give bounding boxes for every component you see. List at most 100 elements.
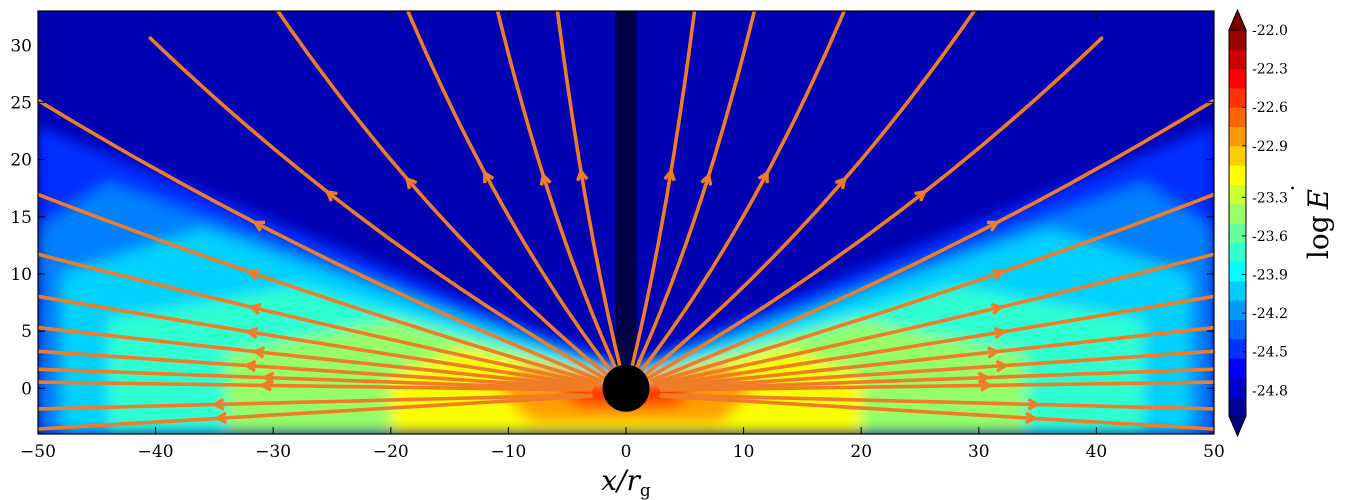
colorbar-tick-label: -22.0 (1252, 23, 1288, 39)
colorbar-level (1229, 223, 1246, 243)
streamline-arrow (244, 359, 257, 373)
streamline-arrow (215, 411, 228, 425)
black-hole (602, 364, 650, 412)
streamline-arrow (1024, 411, 1037, 425)
svg-text:logE: log E (1302, 189, 1335, 259)
streamline-arrow (576, 169, 589, 182)
streamline-arrow (986, 346, 999, 359)
streamline (38, 380, 593, 392)
overlays (602, 364, 650, 412)
colorbar-title-prefix: log (1302, 215, 1335, 259)
streamline (38, 192, 599, 385)
streamline (38, 325, 594, 389)
x-tick-label: −10 (490, 442, 526, 462)
x-tick-label: 10 (733, 442, 755, 462)
colorbar-level (1229, 358, 1246, 378)
colorbar-tick-label: -24.8 (1252, 383, 1288, 399)
colorbar-level (1229, 165, 1246, 185)
colorbar-title: log E ˙ (1288, 182, 1335, 259)
streamline-arrow (990, 302, 1003, 316)
colorbar-tick-label: -23.9 (1252, 267, 1288, 283)
streamline (38, 98, 603, 383)
colorbar-tick-label: -22.3 (1252, 62, 1288, 78)
streamline-arrow (979, 379, 992, 392)
streamline (38, 252, 597, 386)
streamline (38, 294, 595, 388)
x-axis: −50 −40 −30 −20 −10 0 10 20 30 40 50 (20, 11, 1225, 462)
streamline-arrow (977, 371, 989, 385)
jet-axis-strip (615, 11, 637, 366)
colorbar-level (1229, 107, 1246, 127)
x-tick-label: −20 (373, 442, 409, 462)
streamline-arrow (539, 173, 552, 186)
colorbar-level (1229, 338, 1246, 359)
colorbar-level (1229, 300, 1246, 320)
x-tick-label: −30 (255, 442, 291, 462)
streamline-arrow (914, 190, 927, 202)
colorbar-level (1229, 126, 1246, 147)
streamline-arrow (993, 326, 1006, 340)
streamline (659, 393, 1214, 411)
streamline (405, 11, 617, 379)
x-axis-title: x/rg (601, 464, 651, 500)
colorbar: -22.0 -22.3 -22.6 -22.9 -23.3 -23.6 -23.9 -24.2… (1228, 8, 1288, 438)
streamline-arrow (249, 302, 262, 316)
streamline-arrow (700, 173, 713, 186)
colorbar-title-symbol: E (1302, 189, 1335, 210)
streamline (659, 367, 1214, 392)
colorbar-level (1229, 68, 1246, 89)
y-tick-label: 25 (10, 93, 32, 113)
x-tick-label: 50 (1203, 442, 1225, 462)
x-tick-label: 0 (621, 442, 632, 462)
streamline (38, 349, 593, 391)
streamline-arrow (263, 371, 275, 385)
streamline (38, 367, 593, 392)
colorbar-frame (1228, 29, 1247, 417)
streamline (659, 394, 1214, 431)
svg-text:x/rg: x/rg (601, 464, 651, 500)
streamline-arrow (405, 177, 418, 190)
colorbar-tick-label: -24.2 (1252, 306, 1288, 322)
colorbar-level (1229, 145, 1246, 166)
streamline-arrow (757, 171, 769, 184)
streamline-arrow (663, 169, 676, 182)
streamline (644, 36, 1104, 381)
streamline (649, 98, 1214, 383)
streamline (148, 36, 608, 381)
colorbar-tick-label: -23.6 (1252, 229, 1288, 245)
colorbar-level (1229, 49, 1246, 70)
colorbar-level (1229, 184, 1246, 205)
streamline (627, 11, 697, 378)
streamline-arrow (1027, 397, 1039, 411)
x-axis-title-sub: g (640, 481, 651, 500)
streamline (659, 380, 1214, 392)
streamline (658, 325, 1214, 389)
y-tick-label: 20 (10, 151, 32, 171)
streamline-arrow (260, 379, 273, 392)
streamline (635, 11, 847, 379)
streamline (38, 393, 593, 411)
streamline (555, 11, 625, 378)
streamline (38, 394, 593, 431)
streamline-arrow (992, 268, 1004, 281)
streamline (653, 192, 1214, 385)
streamline-arrow (248, 268, 260, 281)
y-axis: 0 5 10 15 20 25 30 (10, 36, 1214, 399)
streamline-arrow (253, 346, 266, 359)
colorbar-title-accent: ˙ (1288, 182, 1316, 194)
streamline-arrow (246, 326, 259, 340)
x-tick-label: −40 (138, 442, 174, 462)
streamline-arrow (995, 359, 1008, 373)
colorbar-level (1229, 87, 1246, 108)
colorbar-level (1229, 280, 1246, 301)
streamline-arrow (986, 220, 999, 232)
plot-area: −50 −40 −30 −20 −10 0 10 20 30 40 50 0 5 10 15 20 25 30 (10, 10, 1225, 462)
x-tick-label: 40 (1086, 442, 1108, 462)
streamline-arrow (483, 171, 495, 184)
colorbar-extend-max (1228, 8, 1247, 31)
colorbar-level (1229, 30, 1246, 50)
colorbar-level (1229, 242, 1246, 263)
y-tick-label: 15 (10, 208, 32, 228)
colorbar-level (1229, 203, 1246, 224)
